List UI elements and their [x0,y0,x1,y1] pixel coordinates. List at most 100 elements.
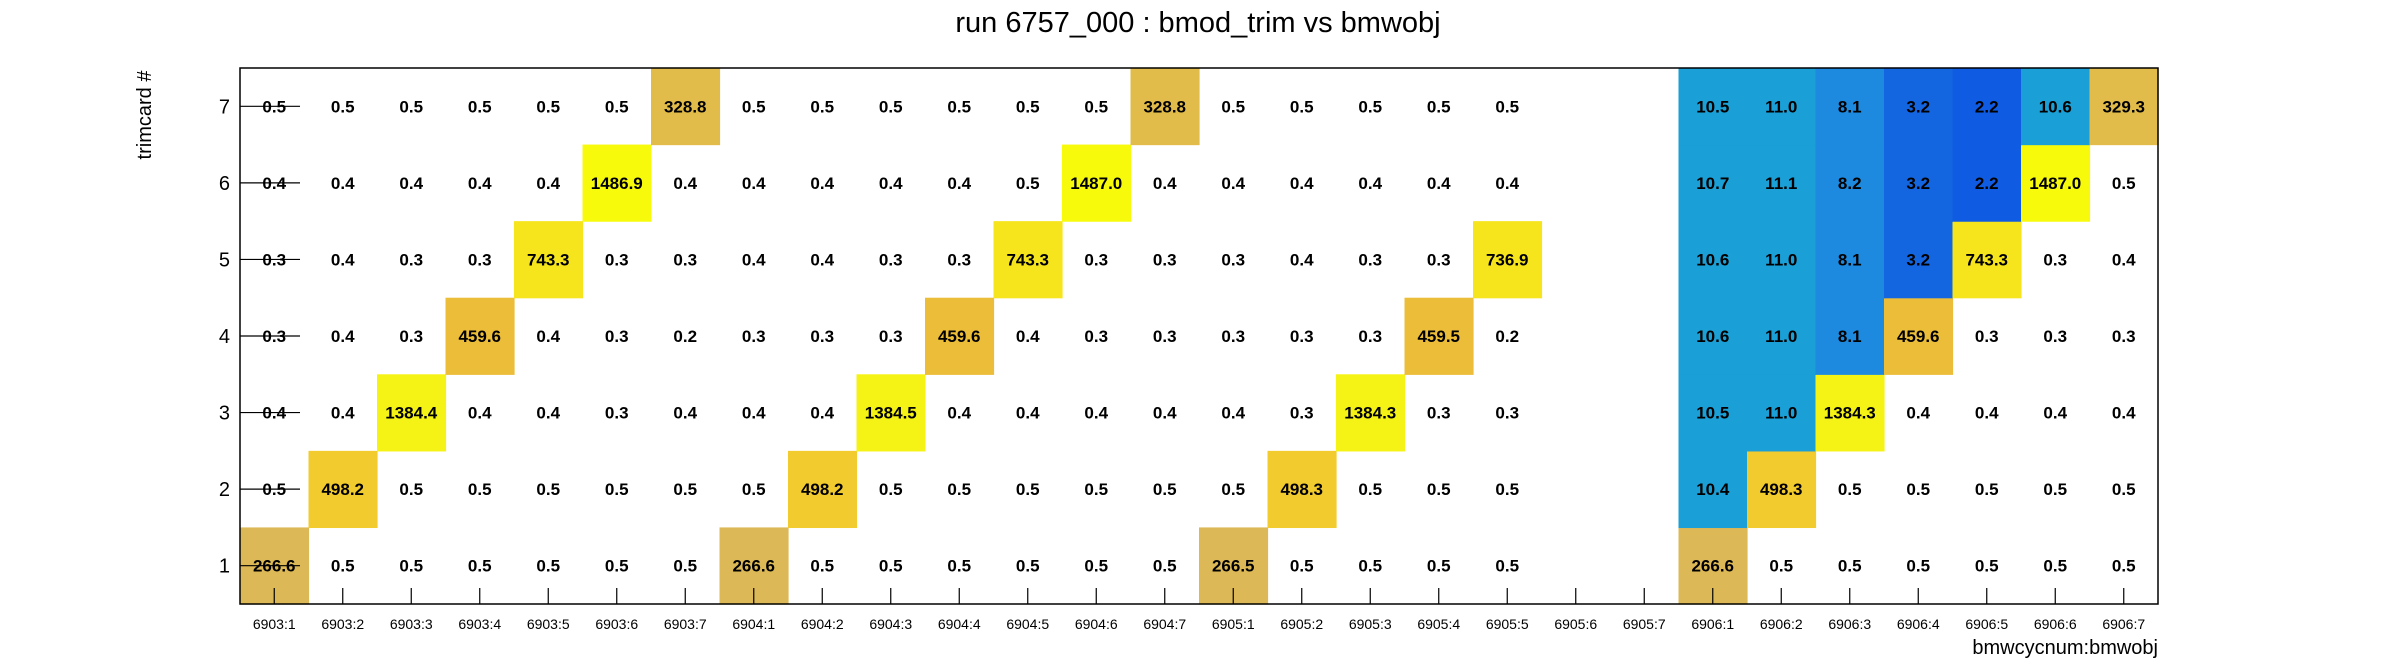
heatmap-cell [445,297,515,375]
cell-value-label: 8.2 [1838,174,1862,193]
x-tick-label: 6904:6 [1075,616,1118,632]
cell-value-label: 10.5 [1696,404,1729,423]
cell-value-label: 0.3 [399,327,423,346]
cell-value-label: 0.3 [1290,404,1314,423]
cell-value-label: 10.6 [1696,250,1729,269]
cell-value-label: 0.4 [1221,174,1245,193]
cell-value-label: 0.3 [1084,250,1108,269]
cell-value-label: 0.5 [1290,97,1314,116]
cell-value-label: 459.6 [458,327,501,346]
cell-value-label: 0.3 [1221,327,1245,346]
cell-value-label: 0.4 [1975,404,1999,423]
cell-value-label: 0.5 [810,557,834,576]
cell-value-label: 0.5 [2112,480,2136,499]
cell-value-label: 0.3 [605,327,629,346]
x-tick-label: 6903:5 [527,616,570,632]
cell-value-label: 11.0 [1765,404,1797,423]
x-tick-label: 6906:4 [1897,616,1940,632]
cell-value-label: 0.4 [331,250,355,269]
x-tick-label: 6903:3 [390,616,433,632]
chart-title: run 6757_000 : bmod_trim vs bmwobj [955,7,1440,39]
cell-value-label: 743.3 [1006,250,1049,269]
heatmap-cell [1747,144,1817,222]
x-tick-label: 6904:3 [869,616,912,632]
cell-value-label: 0.5 [468,480,492,499]
cell-value-label: 0.3 [2043,250,2067,269]
cell-value-label: 0.4 [468,404,492,423]
cell-value-label: 0.3 [673,250,697,269]
cell-value-label: 0.3 [879,250,903,269]
cell-value-label: 498.2 [801,480,844,499]
cell-value-label: 498.3 [1760,480,1803,499]
cell-value-label: 0.5 [1427,97,1451,116]
heatmap-cell [1815,221,1885,299]
heatmap-cell [1815,374,1885,452]
cell-value-label: 0.3 [1153,250,1177,269]
cell-value-label: 10.6 [2039,97,2072,116]
x-tick-label: 6906:1 [1691,616,1734,632]
x-tick-label: 6906:3 [1828,616,1871,632]
cell-value-label: 0.3 [1427,404,1451,423]
cell-value-label: 0.4 [1153,174,1177,193]
cell-value-label: 0.4 [2112,404,2136,423]
x-tick-label: 6904:5 [1006,616,1049,632]
heatmap-cell [1884,144,1954,222]
cell-value-label: 11.0 [1765,97,1797,116]
cell-value-label: 11.0 [1765,327,1797,346]
cell-value-label: 0.4 [742,250,766,269]
cell-value-label: 0.5 [399,97,423,116]
heatmap-cell [1473,221,1543,299]
cell-value-label: 0.5 [2043,557,2067,576]
cell-value-label: 498.3 [1280,480,1323,499]
cell-value-label: 0.5 [1221,480,1245,499]
cell-value-label: 0.5 [605,97,629,116]
heatmap-cell [1130,68,1200,146]
x-tick-label: 6905:5 [1486,616,1529,632]
heatmap-cell [582,144,652,222]
cell-value-label: 0.3 [1153,327,1177,346]
cell-value-label: 0.4 [1427,174,1451,193]
cell-value-label: 0.4 [468,174,492,193]
cell-labels: 266.6 0.5 0.5 0.5 0.5 0.5 0.5 266.6 0.5 0.5 0.5 0.5… [253,97,2145,575]
cell-value-label: 0.3 [468,250,492,269]
cell-value-label: 8.1 [1838,250,1862,269]
cell-value-label: 0.4 [947,404,971,423]
cell-value-label: 0.3 [742,327,766,346]
cell-value-label: 0.5 [1975,557,1999,576]
cell-value-label: 0.4 [536,404,560,423]
heatmap-cells [240,68,2159,605]
cell-value-label: 11.0 [1765,250,1797,269]
cell-value-label: 0.5 [1358,480,1382,499]
x-tick-label: 6906:7 [2102,616,2145,632]
cell-value-label: 0.3 [605,404,629,423]
cell-value-label: 0.3 [1290,327,1314,346]
cell-value-label: 0.5 [331,557,355,576]
cell-value-label: 0.5 [879,480,903,499]
cell-value-label: 0.5 [1016,174,1040,193]
heatmap-cell [1678,297,1748,375]
heatmap-cell [1678,68,1748,146]
cell-value-label: 0.5 [1427,557,1451,576]
heatmap-cell [1678,221,1748,299]
cell-value-label: 0.5 [1427,480,1451,499]
cell-value-label: 0.5 [1495,97,1519,116]
heatmap-cell [1952,68,2022,146]
cell-value-label: 0.4 [1906,404,1930,423]
cell-value-label: 0.5 [1838,557,1862,576]
heatmap-cell [1678,450,1748,529]
cell-value-label: 0.3 [1495,404,1519,423]
cell-value-label: 0.5 [1495,480,1519,499]
cell-value-label: 0.4 [673,174,697,193]
cell-value-label: 0.5 [536,480,560,499]
cell-value-label: 0.4 [810,404,834,423]
cell-value-label: 0.5 [1016,557,1040,576]
cell-value-label: 0.5 [605,557,629,576]
cell-value-label: 0.3 [947,250,971,269]
cell-value-label: 0.4 [1016,327,1040,346]
y-tick-label: 4 [219,326,230,348]
cell-value-label: 0.4 [1153,404,1177,423]
cell-value-label: 0.5 [605,480,629,499]
cell-value-label: 0.3 [1221,250,1245,269]
cell-value-label: 10.5 [1696,97,1729,116]
y-tick-label: 6 [219,173,230,195]
